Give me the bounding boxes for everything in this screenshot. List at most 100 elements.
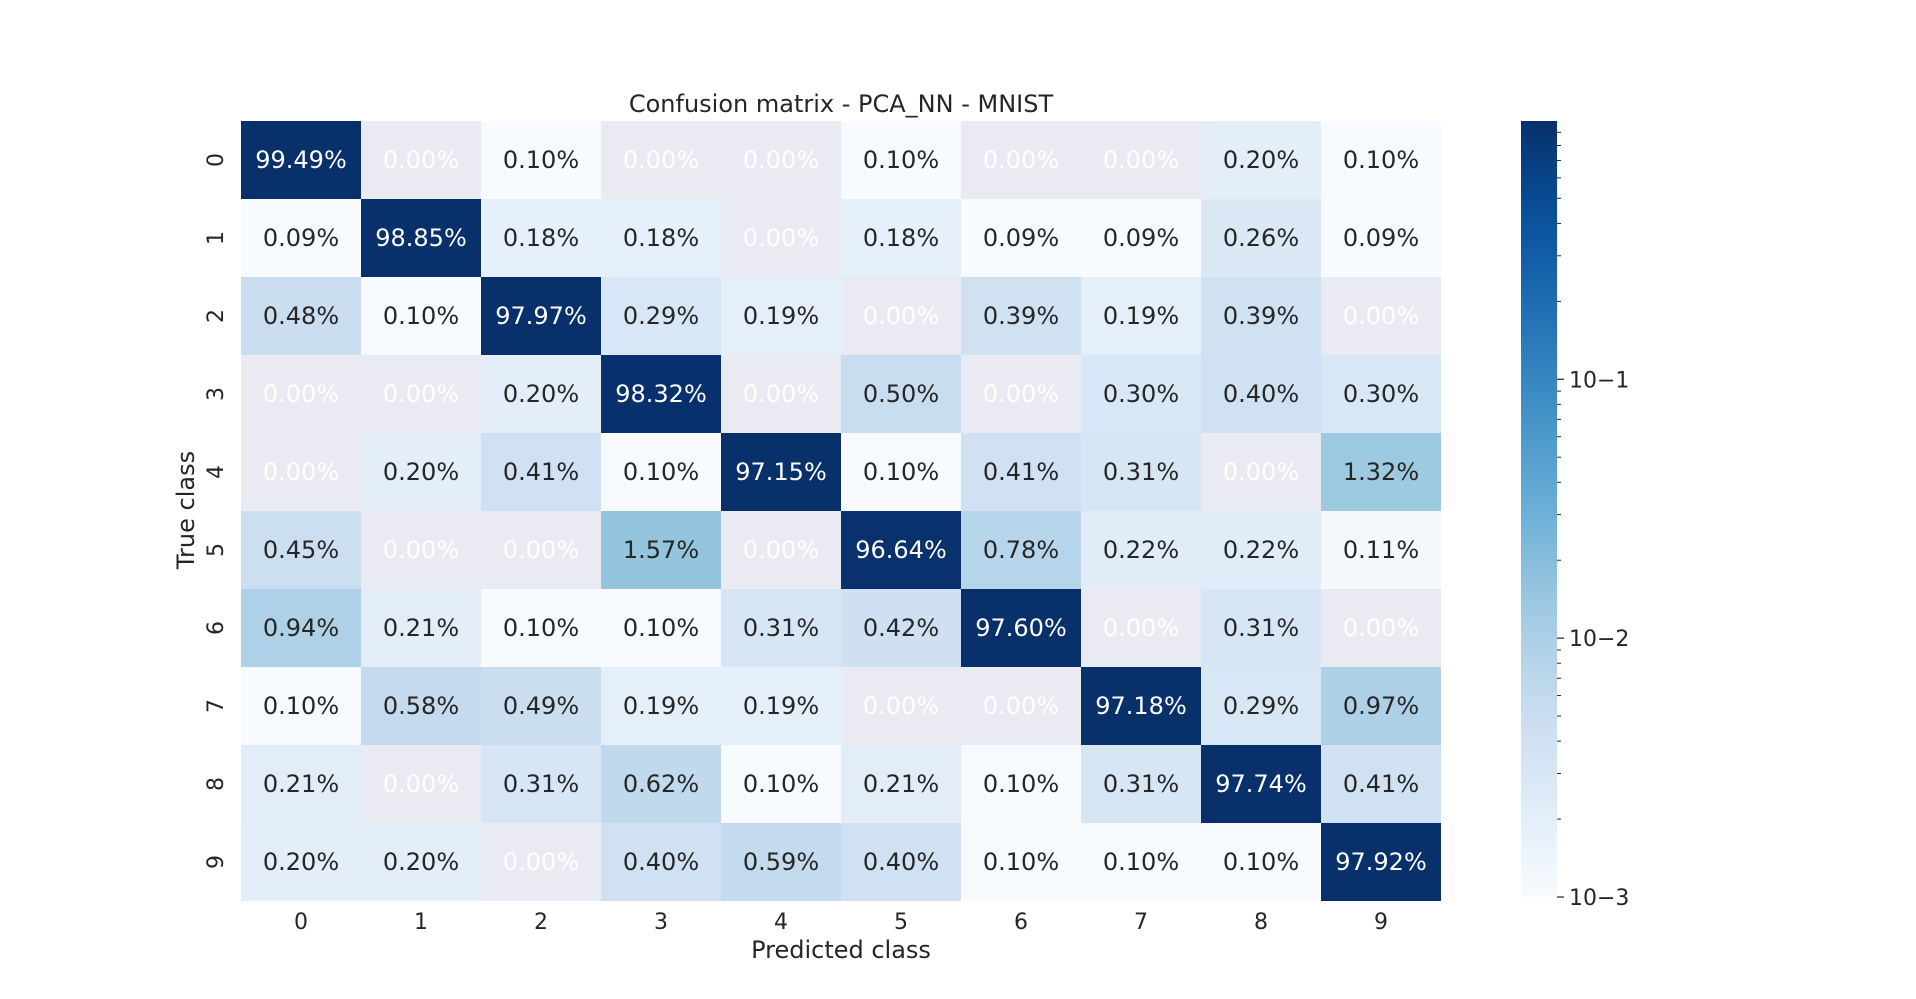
cell-label-9-0: 0.20% bbox=[263, 848, 339, 876]
cell-2-9 bbox=[1321, 277, 1441, 355]
cell-2-0 bbox=[241, 277, 361, 355]
x-tick-1: 1 bbox=[414, 910, 428, 935]
cell-2-4 bbox=[721, 277, 841, 355]
cell-label-5-4: 0.00% bbox=[743, 536, 819, 564]
cell-label-3-0: 0.00% bbox=[263, 380, 339, 408]
cell-label-2-1: 0.10% bbox=[383, 302, 459, 330]
cell-6-8 bbox=[1201, 589, 1321, 667]
y-tick-1: 1 bbox=[204, 231, 229, 245]
cell-label-7-7: 97.18% bbox=[1095, 692, 1187, 720]
cell-8-0 bbox=[241, 745, 361, 823]
x-tick-9: 9 bbox=[1374, 910, 1388, 935]
cell-7-2 bbox=[481, 667, 601, 745]
y-tick-8: 8 bbox=[204, 777, 229, 791]
x-tick-4: 4 bbox=[774, 910, 788, 935]
cell-label-1-0: 0.09% bbox=[263, 224, 339, 252]
cell-label-2-6: 0.39% bbox=[983, 302, 1059, 330]
cell-7-5 bbox=[841, 667, 961, 745]
cell-1-9 bbox=[1321, 199, 1441, 277]
cell-3-9 bbox=[1321, 355, 1441, 433]
x-tick-8: 8 bbox=[1254, 910, 1268, 935]
cell-label-7-6: 0.00% bbox=[983, 692, 1059, 720]
cell-label-9-5: 0.40% bbox=[863, 848, 939, 876]
cell-label-4-9: 1.32% bbox=[1343, 458, 1419, 486]
cell-label-9-4: 0.59% bbox=[743, 848, 819, 876]
x-tick-2: 2 bbox=[534, 910, 548, 935]
cell-label-3-6: 0.00% bbox=[983, 380, 1059, 408]
cell-label-4-8: 0.00% bbox=[1223, 458, 1299, 486]
cell-2-6 bbox=[961, 277, 1081, 355]
cell-8-6 bbox=[961, 745, 1081, 823]
cell-label-2-8: 0.39% bbox=[1223, 302, 1299, 330]
cell-1-6 bbox=[961, 199, 1081, 277]
cell-label-1-3: 0.18% bbox=[623, 224, 699, 252]
cell-0-8 bbox=[1201, 121, 1321, 199]
y-tick-4: 4 bbox=[204, 465, 229, 479]
cell-0-7 bbox=[1081, 121, 1201, 199]
y-tick-6: 6 bbox=[204, 621, 229, 635]
cell-label-4-4: 97.15% bbox=[735, 458, 827, 486]
cell-label-3-2: 0.20% bbox=[503, 380, 579, 408]
cell-label-2-3: 0.29% bbox=[623, 302, 699, 330]
y-tick-labels: 0 1 2 3 4 5 6 7 8 9 bbox=[204, 153, 229, 869]
cell-label-3-9: 0.30% bbox=[1343, 380, 1419, 408]
cell-label-8-7: 0.31% bbox=[1103, 770, 1179, 798]
cell-label-3-3: 98.32% bbox=[615, 380, 707, 408]
cell-label-6-4: 0.31% bbox=[743, 614, 819, 642]
cell-1-0 bbox=[241, 199, 361, 277]
cell-1-3 bbox=[601, 199, 721, 277]
cell-0-0 bbox=[241, 121, 361, 199]
cell-0-6 bbox=[961, 121, 1081, 199]
cell-label-6-8: 0.31% bbox=[1223, 614, 1299, 642]
cell-1-8 bbox=[1201, 199, 1321, 277]
cell-label-6-6: 97.60% bbox=[975, 614, 1067, 642]
cell-label-0-3: 0.00% bbox=[623, 146, 699, 174]
cell-label-8-8: 97.74% bbox=[1215, 770, 1307, 798]
cell-4-4 bbox=[721, 433, 841, 511]
cell-4-7 bbox=[1081, 433, 1201, 511]
cell-label-9-1: 0.20% bbox=[383, 848, 459, 876]
cell-7-6 bbox=[961, 667, 1081, 745]
cell-7-3 bbox=[601, 667, 721, 745]
cell-8-9 bbox=[1321, 745, 1441, 823]
cell-label-5-8: 0.22% bbox=[1223, 536, 1299, 564]
cell-9-2 bbox=[481, 823, 601, 901]
cell-label-3-1: 0.00% bbox=[383, 380, 459, 408]
cell-label-0-8: 0.20% bbox=[1223, 146, 1299, 174]
cell-4-0 bbox=[241, 433, 361, 511]
cell-label-0-6: 0.00% bbox=[983, 146, 1059, 174]
cell-label-2-0: 0.48% bbox=[263, 302, 339, 330]
y-axis-label: True class bbox=[172, 451, 200, 570]
x-tick-6: 6 bbox=[1014, 910, 1028, 935]
cell-label-0-1: 0.00% bbox=[383, 146, 459, 174]
cell-7-9 bbox=[1321, 667, 1441, 745]
x-tick-labels: 0 1 2 3 4 5 6 7 8 9 bbox=[294, 910, 1388, 935]
cell-3-1 bbox=[361, 355, 481, 433]
cell-label-5-5: 96.64% bbox=[855, 536, 947, 564]
cell-6-4 bbox=[721, 589, 841, 667]
cell-label-2-5: 0.00% bbox=[863, 302, 939, 330]
cell-7-0 bbox=[241, 667, 361, 745]
cell-5-6 bbox=[961, 511, 1081, 589]
cell-label-5-6: 0.78% bbox=[983, 536, 1059, 564]
cell-6-1 bbox=[361, 589, 481, 667]
cell-9-9 bbox=[1321, 823, 1441, 901]
cell-8-8 bbox=[1201, 745, 1321, 823]
cell-3-5 bbox=[841, 355, 961, 433]
cell-label-2-9: 0.00% bbox=[1343, 302, 1419, 330]
cell-label-2-4: 0.19% bbox=[743, 302, 819, 330]
cell-5-3 bbox=[601, 511, 721, 589]
cell-0-1 bbox=[361, 121, 481, 199]
cell-label-1-1: 98.85% bbox=[375, 224, 467, 252]
cell-8-4 bbox=[721, 745, 841, 823]
cell-label-7-8: 0.29% bbox=[1223, 692, 1299, 720]
cell-2-5 bbox=[841, 277, 961, 355]
cell-5-5 bbox=[841, 511, 961, 589]
cell-4-6 bbox=[961, 433, 1081, 511]
cell-label-0-4: 0.00% bbox=[743, 146, 819, 174]
cell-label-4-0: 0.00% bbox=[263, 458, 339, 486]
cell-label-6-2: 0.10% bbox=[503, 614, 579, 642]
cell-label-1-4: 0.00% bbox=[743, 224, 819, 252]
cell-8-1 bbox=[361, 745, 481, 823]
